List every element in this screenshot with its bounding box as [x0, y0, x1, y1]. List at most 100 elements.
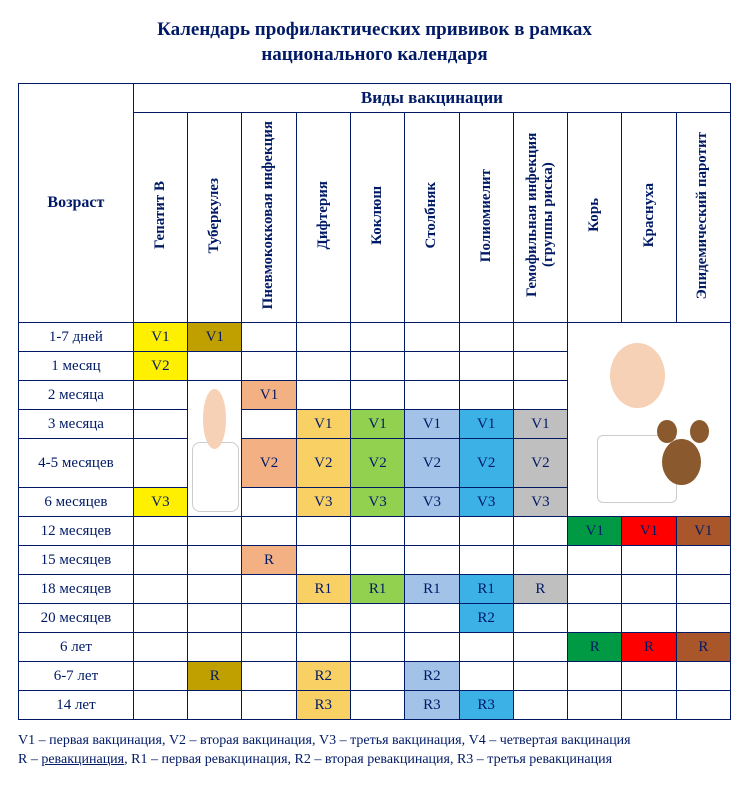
vaccine-col-kras: Краснуха	[622, 113, 676, 323]
vax-cell	[405, 604, 459, 633]
vax-dose: V3	[405, 488, 459, 517]
vax-cell	[405, 323, 459, 352]
vax-cell	[350, 381, 404, 410]
vaccine-col-hib: Гемофильная инфекция (группы риска)	[513, 113, 567, 323]
vax-cell	[459, 352, 513, 381]
legend-line2: R – ревакцинация, R1 – первая ревакцинац…	[18, 751, 731, 770]
vax-dose: V3	[133, 488, 187, 517]
vax-dose: V2	[459, 439, 513, 488]
vax-dose: R3	[459, 691, 513, 720]
vax-dose: V3	[350, 488, 404, 517]
vaccine-col-polio: Полиомиелит	[459, 113, 513, 323]
vax-cell	[296, 352, 350, 381]
vax-cell	[350, 323, 404, 352]
vax-cell	[513, 517, 567, 546]
vaccine-col-pneumo: Пневмококковая инфекция	[242, 113, 296, 323]
vaccine-col-kok: Коклюш	[350, 113, 404, 323]
vax-dose: R3	[405, 691, 459, 720]
vax-dose: R2	[405, 662, 459, 691]
vax-cell	[568, 546, 622, 575]
vax-dose: V3	[513, 488, 567, 517]
vaccine-col-tb: Туберкулез	[188, 113, 242, 323]
legend: V1 – первая вакцинация, V2 – вторая вакц…	[18, 732, 731, 770]
vax-dose: V3	[459, 488, 513, 517]
vax-cell	[350, 546, 404, 575]
vax-dose: V2	[405, 439, 459, 488]
vax-cell	[405, 352, 459, 381]
vax-dose: V1	[350, 410, 404, 439]
vax-cell	[188, 691, 242, 720]
vax-cell	[242, 691, 296, 720]
vax-cell	[350, 352, 404, 381]
vaccine-col-kor: Корь	[568, 113, 622, 323]
vax-cell	[296, 381, 350, 410]
vax-dose: V1	[296, 410, 350, 439]
vax-dose: R1	[459, 575, 513, 604]
age-cell: 1-7 дней	[19, 323, 134, 352]
vaccine-label: Полиомиелит	[478, 165, 495, 266]
vax-cell	[676, 662, 730, 691]
vax-dose: V2	[513, 439, 567, 488]
vax-cell	[133, 410, 187, 439]
vax-dose: V1	[622, 517, 676, 546]
age-cell: 20 месяцев	[19, 604, 134, 633]
vax-cell	[242, 410, 296, 439]
legend-line1: V1 – первая вакцинация, V2 – вторая вакц…	[18, 732, 731, 751]
title-line1: Календарь профилактических прививок в ра…	[157, 19, 592, 40]
vax-cell	[513, 352, 567, 381]
age-header: Возраст	[19, 84, 134, 323]
vaccine-col-hepb: Гепатит В	[133, 113, 187, 323]
vax-cell	[513, 604, 567, 633]
title-line2: национального календаря	[261, 44, 487, 65]
age-cell: 18 месяцев	[19, 575, 134, 604]
vax-cell	[676, 604, 730, 633]
vax-dose: V1	[405, 410, 459, 439]
vax-dose: R	[188, 662, 242, 691]
vax-cell	[459, 323, 513, 352]
vaccine-label: Туберкулез	[206, 174, 223, 258]
vax-cell	[676, 546, 730, 575]
vax-cell	[133, 604, 187, 633]
vaccine-label: Коклюш	[369, 182, 386, 249]
vax-cell	[622, 691, 676, 720]
vax-cell	[513, 633, 567, 662]
vax-cell	[459, 381, 513, 410]
vax-dose: V1	[133, 323, 187, 352]
vax-cell	[188, 575, 242, 604]
vaccine-col-par: Эпидемический паротит	[676, 113, 730, 323]
vax-cell	[459, 517, 513, 546]
vax-cell	[513, 323, 567, 352]
vax-cell	[350, 662, 404, 691]
vax-cell	[622, 546, 676, 575]
vax-cell	[296, 323, 350, 352]
vaccination-table: Возраст Виды вакцинации Гепатит ВТуберку…	[18, 83, 731, 720]
vaccine-label: Эпидемический паротит	[695, 128, 711, 303]
baby1-image	[188, 381, 241, 516]
vax-cell	[188, 352, 242, 381]
vax-cell	[405, 381, 459, 410]
vax-cell	[296, 604, 350, 633]
vax-cell	[188, 633, 242, 662]
vaccine-label: Гепатит В	[152, 177, 169, 253]
vax-cell	[242, 517, 296, 546]
vax-cell	[296, 517, 350, 546]
vax-dose: V2	[296, 439, 350, 488]
vaccine-label: Столбняк	[423, 178, 440, 252]
vax-cell	[405, 633, 459, 662]
vax-cell	[405, 517, 459, 546]
vax-cell	[296, 633, 350, 662]
vax-dose: V2	[350, 439, 404, 488]
vax-cell	[133, 662, 187, 691]
age-cell: 4-5 месяцев	[19, 439, 134, 488]
vax-cell	[513, 662, 567, 691]
vax-cell	[188, 546, 242, 575]
vax-cell	[459, 662, 513, 691]
age-cell: 1 месяц	[19, 352, 134, 381]
vax-cell	[350, 517, 404, 546]
page-title: Календарь профилактических прививок в ра…	[18, 18, 731, 67]
vaccine-label: Пневмококковая инфекция	[261, 117, 277, 313]
age-cell: 2 месяца	[19, 381, 134, 410]
vax-cell	[568, 691, 622, 720]
vax-cell	[568, 575, 622, 604]
age-cell: 14 лет	[19, 691, 134, 720]
